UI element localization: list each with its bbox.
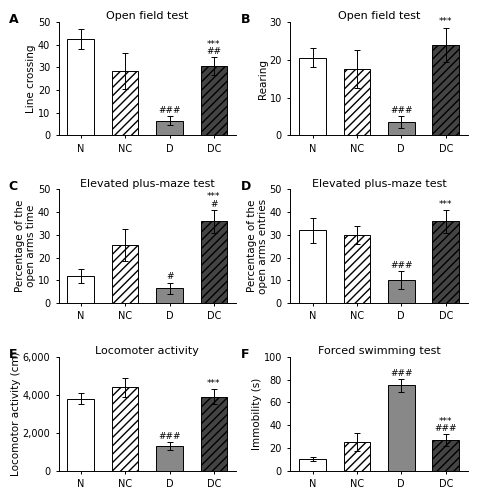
Text: ***: *** bbox=[207, 379, 221, 388]
Bar bbox=[68, 276, 94, 303]
Bar bbox=[68, 398, 94, 470]
Bar bbox=[343, 235, 370, 303]
Text: ***: *** bbox=[207, 192, 221, 202]
Text: A: A bbox=[9, 13, 19, 26]
Title: Open field test: Open field test bbox=[338, 11, 420, 21]
Text: F: F bbox=[240, 348, 249, 361]
Bar bbox=[112, 245, 138, 303]
Text: B: B bbox=[240, 13, 250, 26]
Bar bbox=[343, 69, 370, 136]
Text: ***: *** bbox=[439, 416, 453, 426]
Bar bbox=[156, 120, 183, 136]
Bar bbox=[112, 70, 138, 136]
Y-axis label: Percentage of the
open arms time: Percentage of the open arms time bbox=[15, 200, 36, 292]
Text: D: D bbox=[240, 180, 251, 194]
Text: ###: ### bbox=[390, 261, 412, 270]
Text: E: E bbox=[9, 348, 17, 361]
Bar bbox=[388, 122, 415, 136]
Bar bbox=[388, 386, 415, 470]
Bar bbox=[201, 66, 227, 136]
Bar bbox=[388, 280, 415, 303]
Y-axis label: Percentage of the
open arms entries: Percentage of the open arms entries bbox=[247, 198, 268, 294]
Bar bbox=[433, 44, 459, 136]
Bar bbox=[299, 459, 326, 470]
Title: Elevated plus-maze test: Elevated plus-maze test bbox=[80, 178, 215, 188]
Text: ###: ### bbox=[390, 106, 412, 116]
Bar bbox=[433, 440, 459, 470]
Bar bbox=[299, 230, 326, 303]
Text: ***: *** bbox=[439, 18, 453, 26]
Title: Elevated plus-maze test: Elevated plus-maze test bbox=[312, 178, 446, 188]
Bar bbox=[299, 58, 326, 136]
Text: ###: ### bbox=[390, 368, 412, 378]
Bar bbox=[68, 39, 94, 136]
Y-axis label: Rearing: Rearing bbox=[258, 58, 268, 98]
Text: ###: ### bbox=[158, 432, 181, 441]
Bar bbox=[343, 442, 370, 470]
Text: #: # bbox=[210, 200, 217, 209]
Text: #: # bbox=[166, 272, 173, 281]
Y-axis label: Locomotor activity (cm): Locomotor activity (cm) bbox=[11, 352, 21, 476]
Text: ##: ## bbox=[206, 47, 221, 56]
Bar bbox=[156, 288, 183, 303]
Text: ###: ### bbox=[434, 424, 457, 433]
Bar bbox=[201, 397, 227, 470]
Y-axis label: Immobility (s): Immobility (s) bbox=[252, 378, 262, 450]
Bar bbox=[112, 388, 138, 470]
Y-axis label: Line crossing: Line crossing bbox=[26, 44, 36, 113]
Text: ***: *** bbox=[439, 200, 453, 209]
Title: Locomoter activity: Locomoter activity bbox=[95, 346, 199, 356]
Title: Open field test: Open field test bbox=[106, 11, 189, 21]
Title: Forced swimming test: Forced swimming test bbox=[318, 346, 441, 356]
Text: ***: *** bbox=[207, 40, 221, 48]
Bar bbox=[201, 222, 227, 303]
Bar bbox=[433, 222, 459, 303]
Text: ###: ### bbox=[158, 106, 181, 115]
Text: C: C bbox=[9, 180, 18, 194]
Bar bbox=[156, 446, 183, 470]
